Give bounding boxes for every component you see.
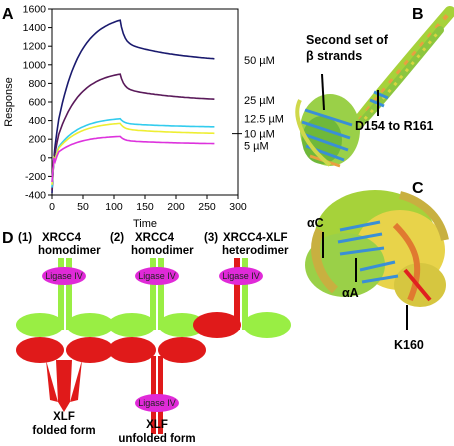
- ligase-iv-label-1: Ligase IV: [45, 271, 83, 281]
- series-line: [51, 122, 215, 185]
- y-tick-label: 0: [40, 152, 46, 164]
- x-tick-label: 0: [49, 201, 55, 213]
- plot-frame: [51, 8, 239, 196]
- y-tick-label: -200: [25, 171, 46, 183]
- series-label: 50 µM: [244, 55, 275, 67]
- series-label: 12.5 µM: [244, 114, 284, 126]
- panel-b-label: B: [412, 6, 424, 23]
- x-tick-label: 300: [229, 201, 247, 213]
- structure-c: [305, 190, 449, 330]
- ligase-iv-label-2b: Ligase IV: [138, 398, 176, 408]
- y-tick-label: 1000: [23, 59, 47, 71]
- series-line: [51, 135, 215, 183]
- c-label-k160: K160: [394, 338, 424, 352]
- model-3-subtitle: heterodimer: [222, 245, 289, 257]
- x-tick-label: 100: [105, 201, 123, 213]
- foot-1-line-1: XLF: [53, 411, 75, 423]
- series-label: 10 µM: [244, 129, 275, 141]
- series-line: [51, 19, 215, 194]
- model-1-subtitle: homodimer: [38, 245, 101, 257]
- response-chart: -400 -200 0 200 400 600 800 1000 1200 1400 1600 0 50…: [3, 4, 284, 231]
- y-tick-label: 1400: [23, 22, 47, 34]
- panel-d-label: D: [2, 230, 14, 247]
- foot-2-line-1: XLF: [146, 419, 168, 431]
- x-tick-label: 50: [77, 201, 89, 213]
- model-1-number: (1): [18, 232, 32, 244]
- y-axis-label: Response: [3, 77, 15, 127]
- x-tick-label: 250: [198, 201, 216, 213]
- y-tick-label: -400: [25, 190, 46, 202]
- foot-2-line-2: unfolded form: [118, 433, 195, 445]
- model-3-number: (3): [204, 232, 218, 244]
- y-tick-label: 400: [28, 115, 46, 127]
- y-tick-label: 200: [28, 134, 46, 146]
- b-label-strands-2: β strands: [306, 49, 362, 63]
- x-tick-label: 150: [136, 201, 154, 213]
- panel-c-label: C: [412, 180, 424, 197]
- c-label-ac: αC: [307, 216, 324, 230]
- y-tick-label: 1200: [23, 41, 47, 53]
- b-label-d154: D154 to R161: [355, 119, 434, 133]
- foot-1-line-2: folded form: [32, 425, 95, 437]
- model-2-diagram: [108, 258, 206, 434]
- model-3-diagram: [193, 258, 291, 338]
- model-1-title: XRCC4: [42, 232, 82, 244]
- model-2-title: XRCC4: [135, 232, 175, 244]
- series-line: [51, 73, 215, 191]
- y-tick-label: 600: [28, 97, 46, 109]
- y-tick-label: 1600: [23, 4, 47, 16]
- c-label-aa: αA: [342, 286, 359, 300]
- series-line: [51, 117, 215, 188]
- x-tick-label: 200: [167, 201, 185, 213]
- model-2-number: (2): [110, 232, 124, 244]
- ligase-iv-label-3: Ligase IV: [222, 271, 260, 281]
- series-label: 5 µM: [244, 141, 269, 153]
- series-label: 25 µM: [244, 95, 275, 107]
- model-3-title: XRCC4-XLF: [223, 232, 288, 244]
- b-label-strands-1: Second set of: [306, 33, 389, 47]
- x-axis-label: Time: [133, 218, 157, 230]
- model-2-subtitle: homodimer: [131, 245, 194, 257]
- ligase-iv-label-2a: Ligase IV: [138, 271, 176, 281]
- y-tick-label: 800: [28, 78, 46, 90]
- panel-a-label: A: [2, 6, 14, 23]
- structure-b: [295, 6, 454, 168]
- model-1-diagram: [16, 258, 114, 412]
